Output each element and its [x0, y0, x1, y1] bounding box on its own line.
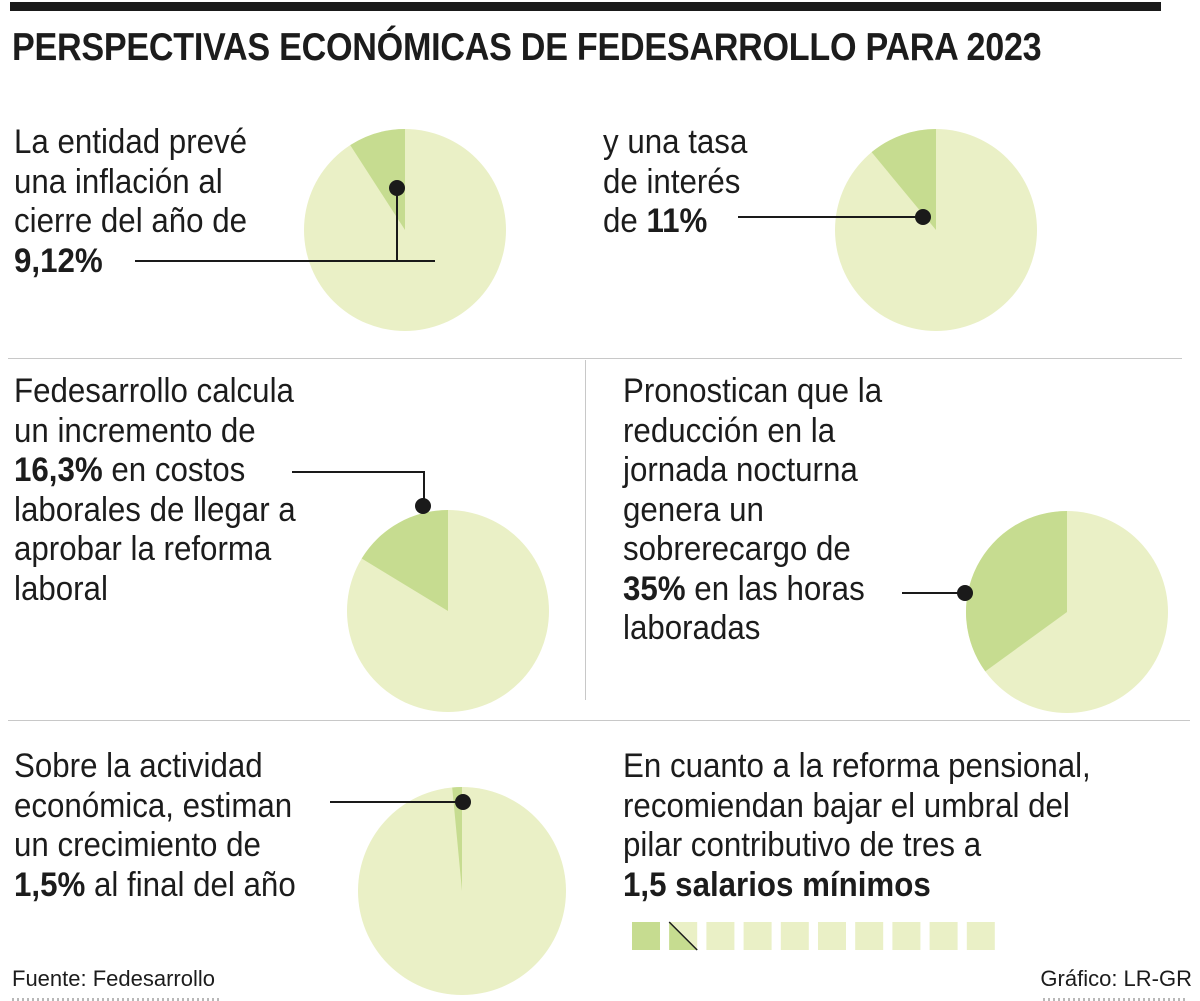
interest-leader-dot [915, 209, 931, 225]
panel-growth-text: Sobre la actividad económica, estiman un… [14, 747, 296, 905]
night-leader-dot [957, 585, 973, 601]
inflation-text-line: La entidad prevé [14, 123, 248, 161]
interest-text-prefix: de [603, 202, 647, 240]
pie-slice-highlight [361, 510, 448, 611]
night-text-line: jornada nocturna [623, 451, 858, 489]
labor-leader-line-h [292, 471, 425, 473]
panel-night-shift-text: Pronostican que la reducción en la jorna… [623, 372, 882, 649]
night-text-suffix: en las horas [685, 569, 865, 608]
pie-slice-highlight [452, 787, 462, 891]
inflation-leader-dot [389, 180, 405, 196]
footer-ticks-left [12, 993, 222, 1001]
pictogram-square [632, 922, 660, 950]
labor-text-line: laboral [14, 569, 108, 608]
growth-leader-dot [455, 794, 471, 810]
pie-chart-night-shift [957, 511, 1168, 713]
labor-leader-dot [415, 498, 431, 514]
page-title: PERSPECTIVAS ECONÓMICAS DE FEDESARROLLO … [12, 26, 1042, 69]
panel-interest-text: y una tasa de interés de 11% [603, 123, 747, 242]
inflation-leader-extension [135, 260, 435, 262]
night-text-line: reducción en la [623, 411, 836, 450]
pictogram-square [780, 922, 809, 950]
labor-text-line: aprobar la reforma [14, 530, 272, 568]
night-shift-value: 35% [623, 569, 686, 608]
growth-text-line: un crecimiento de [14, 826, 261, 864]
pension-text-line: pilar contributivo de tres a [623, 826, 982, 864]
pie-chart-interest [835, 129, 1037, 331]
interest-leader-line [738, 216, 923, 218]
pension-value: 1,5 salarios mínimos [623, 865, 931, 904]
graphic-credit: Gráfico: LR-GR [1040, 966, 1192, 991]
footer-ticks-right [1043, 993, 1189, 1001]
pension-text-line: recomiendan bajar el umbral del [623, 786, 1070, 825]
interest-text-line: y una tasa [603, 123, 748, 161]
growth-text-line: económica, estiman [14, 786, 293, 825]
pie-chart-growth [358, 787, 566, 995]
interest-value: 11% [646, 202, 708, 240]
top-rule [10, 2, 1161, 11]
divider-row-2 [8, 720, 1190, 721]
inflation-value: 9,12% [14, 241, 103, 280]
labor-text-suffix: en costos [102, 451, 246, 489]
night-text-line: genera un [623, 490, 764, 529]
labor-text-line: Fedesarrollo calcula [14, 372, 294, 410]
interest-text-line: de interés [603, 162, 741, 201]
pictogram-divider [668, 921, 698, 951]
labor-text-line: laborales de llegar a [14, 490, 296, 529]
pictogram-square [966, 922, 995, 950]
labor-text-line: un incremento de [14, 411, 256, 450]
source-note: Fuente: Fedesarrollo [12, 966, 215, 991]
pie-slice-highlight [965, 511, 1067, 672]
inflation-text-line: cierre del año de [14, 202, 248, 240]
night-text-line: sobrerecargo de [623, 530, 851, 568]
growth-text-line: Sobre la actividad [14, 747, 263, 785]
labor-costs-value: 16,3% [14, 451, 103, 489]
pension-text-line: En cuanto a la reforma pensional, [623, 747, 1091, 785]
inflation-text-line: una inflación al [14, 162, 223, 201]
divider-row-1 [8, 358, 1182, 359]
divider-column [585, 360, 586, 700]
growth-leader-line [330, 801, 463, 803]
pictogram-square [892, 922, 921, 950]
growth-text-suffix: al final del año [85, 865, 296, 904]
pictogram-square [743, 922, 772, 950]
panel-pension-text: En cuanto a la reforma pensional, recomi… [623, 747, 1091, 905]
labor-leader-line-v [423, 471, 425, 506]
pictogram-square [855, 922, 884, 950]
pie-slice-highlight [871, 129, 936, 230]
pie-slice-highlight [350, 129, 405, 230]
pictogram-partial [669, 922, 698, 950]
night-text-line: laboradas [623, 609, 761, 647]
pictogram-square [706, 922, 735, 950]
pictogram-square [818, 922, 846, 950]
pictogram-square [929, 922, 958, 950]
night-text-line: Pronostican que la [623, 372, 883, 410]
pie-chart-labor-costs [347, 498, 549, 712]
panel-labor-costs-text: Fedesarrollo calcula un incremento de 16… [14, 372, 296, 609]
salary-pictogram [632, 921, 995, 951]
pie-chart-inflation [304, 129, 506, 331]
panel-inflation-text: La entidad prevé una inflación al cierre… [14, 123, 247, 281]
night-leader-line [902, 592, 965, 594]
growth-value: 1,5% [14, 865, 86, 904]
